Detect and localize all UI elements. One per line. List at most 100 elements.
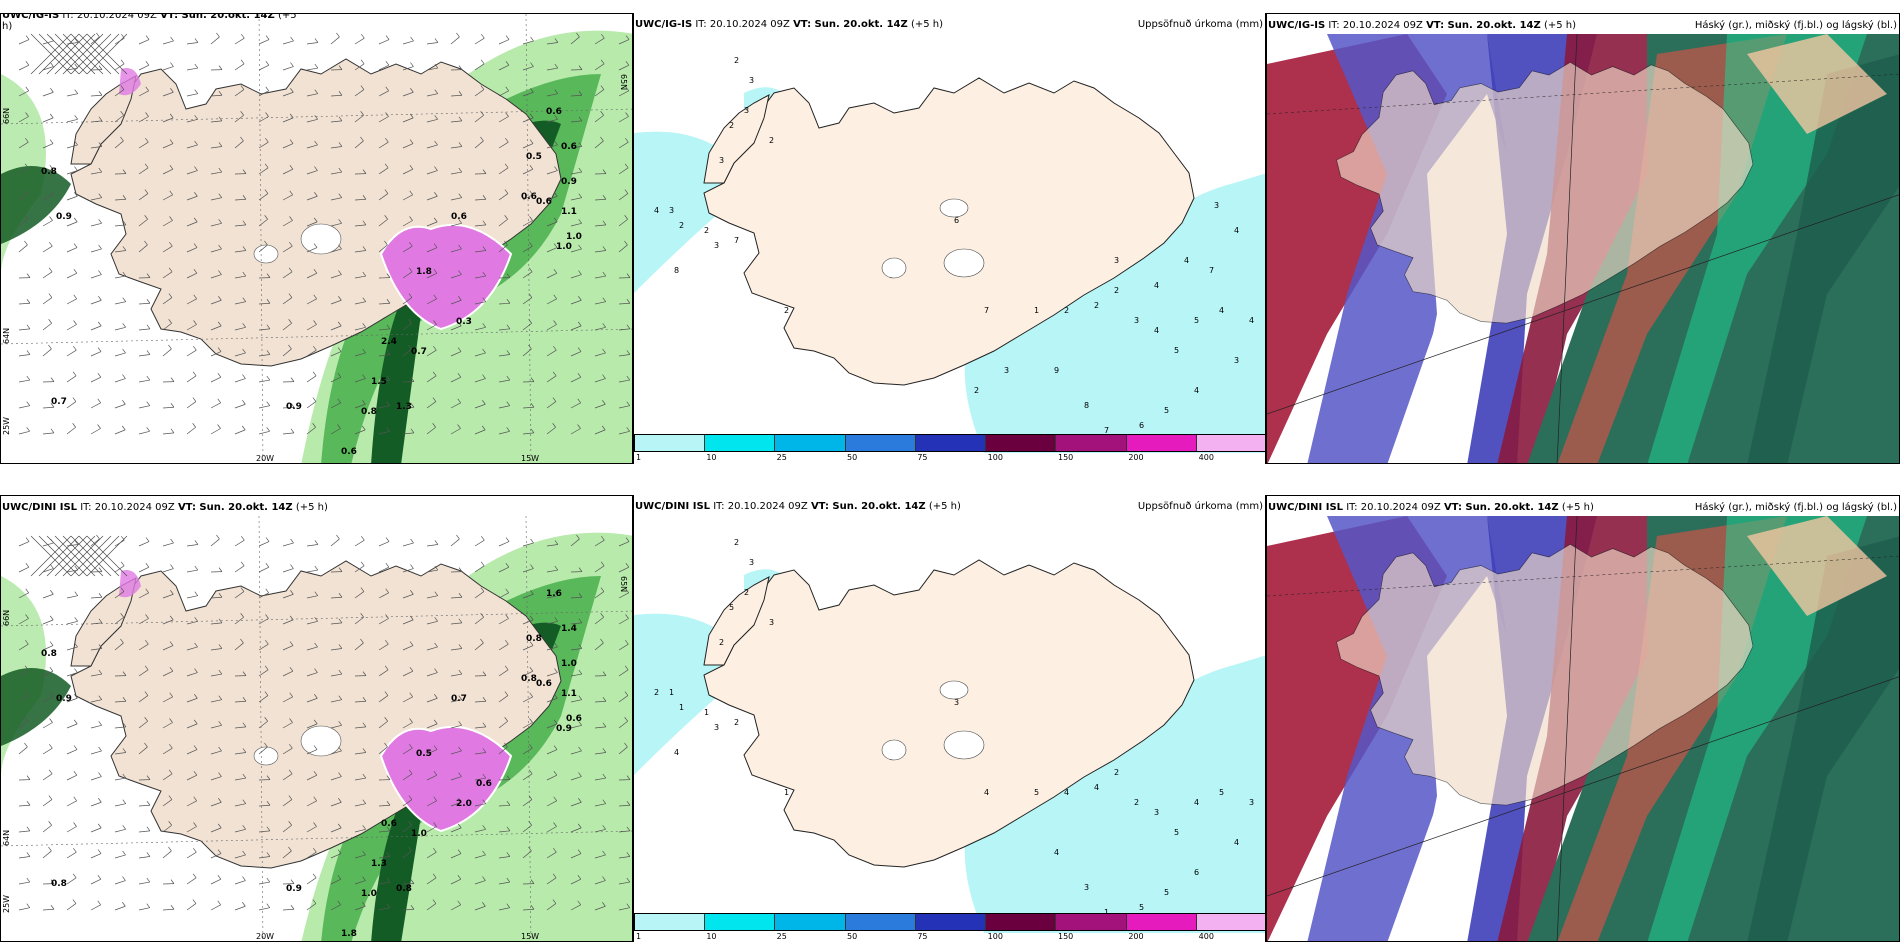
snow-depth-label: 1.3 xyxy=(396,402,412,412)
colorbar-segment xyxy=(845,914,916,930)
precip-label: 2 xyxy=(1094,301,1099,310)
precip-label: 2 xyxy=(784,306,789,315)
precip-label: 1 xyxy=(784,788,789,797)
colorbar-label: 400 xyxy=(1198,453,1214,462)
precip-label: 3 xyxy=(1134,316,1139,325)
colorbar-segment xyxy=(915,435,987,451)
precip-label: 1 xyxy=(669,688,674,697)
panel-top-mid: UWC/IG-IS IT: 20.10.2024 09Z VT: Sun. 20… xyxy=(633,13,1266,464)
cloud-map-bot xyxy=(1267,516,1899,941)
precip-label: 2 xyxy=(719,638,724,647)
panel-title: UWC/IG-IS IT: 20.10.2024 09Z VT: Sun. 20… xyxy=(635,19,943,30)
snow-depth-label: 1.4 xyxy=(561,624,577,634)
snow-depth-label: 0.9 xyxy=(286,884,302,894)
precip-label: 3 xyxy=(749,76,754,85)
grid-label: 65N xyxy=(619,576,628,592)
graticule xyxy=(1267,34,1899,463)
colorbar-segment xyxy=(986,435,1057,451)
wind-barbs xyxy=(18,534,631,911)
iceland-land xyxy=(70,58,562,367)
precip-label: 4 xyxy=(984,788,989,797)
precip-label: 3 xyxy=(714,241,719,250)
snow-depth-label: 1.0 xyxy=(556,242,572,252)
iceland-land xyxy=(1336,61,1754,324)
precip-label: 5 xyxy=(729,603,734,612)
snow-depth-label: 0.3 xyxy=(456,317,472,327)
grid-label: 20W xyxy=(256,454,274,463)
precip-label: 6 xyxy=(1139,421,1144,430)
snow-depth-label: 0.7 xyxy=(451,694,467,704)
snow-depth-label: 1.5 xyxy=(371,377,387,387)
hatch-area xyxy=(30,33,128,75)
precip-label: 2 xyxy=(734,56,739,65)
snow-depth-label: 2.0 xyxy=(456,799,472,809)
precip-label: 3 xyxy=(669,206,674,215)
colorbar-segment xyxy=(1196,435,1265,451)
precip-label: 1 xyxy=(679,703,684,712)
precip-label: 3 xyxy=(1249,798,1254,807)
snow-depth-label: 1.6 xyxy=(546,589,562,599)
precip-label: 4 xyxy=(1194,798,1199,807)
snow-depth-label: 1.0 xyxy=(361,889,377,899)
grid-label: 15W xyxy=(521,454,539,463)
precip-label: 3 xyxy=(714,723,719,732)
grid-label: 25W xyxy=(2,417,11,435)
colorbar-segment xyxy=(705,435,776,451)
grid-label: 20W xyxy=(256,932,274,941)
panel-variable-title: Uppsöfnuð úrkoma (mm) xyxy=(1137,501,1263,512)
colorbar-label: 25 xyxy=(776,453,787,462)
grid-label: 64N xyxy=(2,830,11,846)
precip-label: 5 xyxy=(1164,888,1169,897)
snow-depth-label: 0.6 xyxy=(451,212,467,222)
snow-depth-label: 0.6 xyxy=(536,197,552,207)
grid-label: 64N xyxy=(2,328,11,344)
colorbar-segment xyxy=(635,435,706,451)
colorbar-segment xyxy=(1056,914,1127,930)
snow-depth-label: 1.3 xyxy=(371,859,387,869)
precip-label: 4 xyxy=(674,748,679,757)
iceland-land xyxy=(70,560,562,869)
precip-label: 4 xyxy=(1234,838,1239,847)
precip-label: 3 xyxy=(769,618,774,627)
grid-label: 15W xyxy=(521,932,539,941)
snow-depth-label: 0.8 xyxy=(396,884,412,894)
colorbar-label: 100 xyxy=(987,453,1003,462)
precip-label: 3 xyxy=(744,106,749,115)
precip-label: 2 xyxy=(704,226,709,235)
iceland-land xyxy=(703,77,1195,386)
precip-label: 7 xyxy=(1209,266,1214,275)
snow-map-bot: 20W 15W 65N 64N 66N 25W 0.8 0.9 0.8 1.6 1.4 0.8 0.7 1… xyxy=(1,516,632,941)
precip-label: 2 xyxy=(679,221,684,230)
colorbar-label: 25 xyxy=(776,932,787,941)
snow-depth-label: 0.8 xyxy=(526,634,542,644)
snow-depth-label: 0.7 xyxy=(411,347,427,357)
precip-label: 2 xyxy=(1114,768,1119,777)
colorbar-label: 50 xyxy=(847,932,858,941)
snow-depth-label: 0.6 xyxy=(566,714,582,724)
precip-label: 3 xyxy=(1214,201,1219,210)
precip-label: 2 xyxy=(974,386,979,395)
colorbar-label: 200 xyxy=(1128,453,1144,462)
snow-depth-label: 0.5 xyxy=(526,152,542,162)
snow-depth-label: 0.7 xyxy=(51,397,67,407)
cloud-map-top xyxy=(1267,34,1899,463)
colorbar-label: 400 xyxy=(1198,932,1214,941)
colorbar-label: 10 xyxy=(706,453,717,462)
colorbar-segment xyxy=(1126,435,1197,451)
snow-depth-label: 0.8 xyxy=(521,674,537,684)
snow-depth-label: 0.9 xyxy=(556,724,572,734)
precip-label: 5 xyxy=(1194,316,1199,325)
precip-label: 2 xyxy=(734,538,739,547)
snow-depth-label: 0.9 xyxy=(56,212,72,222)
colorbar-label: 1 xyxy=(636,932,642,941)
colorbar-label: 150 xyxy=(1058,932,1074,941)
snow-depth-label: 0.9 xyxy=(561,177,577,187)
precip-label: 7 xyxy=(734,236,739,245)
precip-label: 3 xyxy=(1154,808,1159,817)
precip-label: 4 xyxy=(1234,226,1239,235)
colorbar-segment xyxy=(635,914,706,930)
precip-label: 2 xyxy=(734,718,739,727)
precip-label: 4 xyxy=(1249,316,1254,325)
